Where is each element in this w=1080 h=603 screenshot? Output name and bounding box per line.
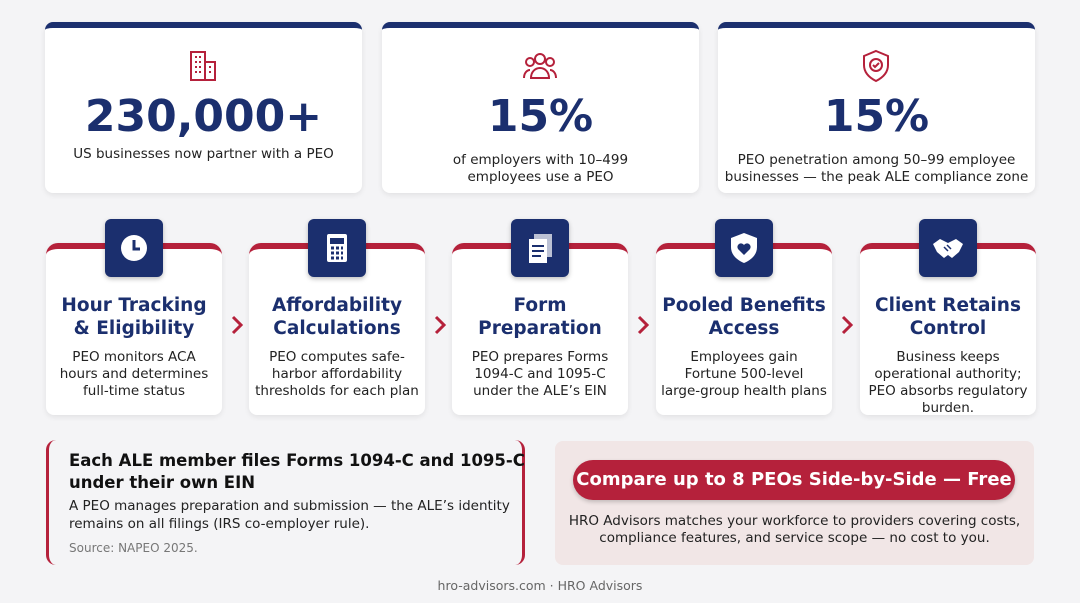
stat-icon bbox=[190, 51, 216, 81]
step-card: Hour Tracking & Eligibility PEO monitors A… bbox=[46, 243, 222, 415]
step-text: full-time status bbox=[83, 383, 185, 399]
cta-text: compliance features, and service scope —… bbox=[599, 530, 990, 546]
step-text: large-group health plans bbox=[661, 383, 827, 399]
step-icon bbox=[121, 235, 147, 261]
stat-text: employees use a PEO bbox=[467, 169, 614, 185]
step-text: PEO computes safe- bbox=[269, 349, 405, 365]
step-text: operational authority; bbox=[874, 366, 1022, 382]
note-title: under their own EIN bbox=[69, 473, 256, 492]
step-text: harbor affordability bbox=[271, 366, 403, 382]
chevron bbox=[838, 314, 856, 336]
stat-icon bbox=[863, 49, 889, 83]
step-title: Hour Tracking bbox=[61, 295, 207, 316]
step-icon bbox=[327, 234, 347, 262]
step-icon-box bbox=[919, 219, 977, 277]
step-text: PEO absorbs regulatory bbox=[868, 383, 1028, 399]
step-icon bbox=[731, 233, 757, 263]
step-title: & Eligibility bbox=[73, 318, 195, 339]
step-text: hours and determines bbox=[59, 366, 209, 382]
step-title: Form bbox=[513, 295, 567, 316]
step-text: Fortune 500-level bbox=[684, 366, 804, 382]
step-icon-box bbox=[308, 219, 366, 277]
stat-icon bbox=[523, 53, 557, 79]
stat-card: 15% of employers with 10–499 employees use… bbox=[382, 22, 699, 193]
step-icon-box bbox=[105, 219, 163, 277]
step-icon bbox=[529, 234, 552, 263]
stat-value: 15% bbox=[823, 91, 930, 142]
chevron bbox=[634, 314, 652, 336]
footer: hro-advisors.com · HRO Advisors bbox=[437, 578, 643, 593]
step-title: Control bbox=[909, 318, 987, 339]
stat-text: businesses — the peak ALE compliance zon… bbox=[724, 169, 1029, 185]
step-text: Employees gain bbox=[690, 349, 798, 365]
step-text: Business keeps bbox=[896, 349, 1000, 365]
note-title: Each ALE member files Forms 1094-C and 1… bbox=[69, 451, 525, 470]
cta-panel: Compare up to 8 PEOs Side-by-Side — Free… bbox=[555, 441, 1034, 565]
stat-card: 230,000+ US businesses now partner with a… bbox=[45, 22, 362, 193]
chevron bbox=[431, 314, 449, 336]
stat-value: 230,000+ bbox=[84, 91, 323, 142]
step-title: Affordability bbox=[271, 295, 403, 316]
stat-text: US businesses now partner with a PEO bbox=[73, 146, 334, 162]
step-text: burden. bbox=[921, 400, 975, 416]
chevron bbox=[228, 314, 246, 336]
step-text: PEO monitors ACA bbox=[72, 349, 196, 365]
note-text: A PEO manages preparation and submission… bbox=[69, 498, 510, 514]
step-text: PEO prepares Forms bbox=[471, 349, 609, 365]
step-title: Client Retains bbox=[875, 295, 1021, 316]
step-text: thresholds for each plan bbox=[255, 383, 419, 399]
note-text: remains on all filings (IRS co-employer … bbox=[69, 516, 370, 532]
step-text: under the ALE’s EIN bbox=[473, 383, 607, 399]
step-icon-box bbox=[511, 219, 569, 277]
stat-text: PEO penetration among 50–99 employee bbox=[737, 152, 1016, 168]
stat-value: 15% bbox=[487, 91, 594, 142]
note-box: Each ALE member files Forms 1094-C and 1… bbox=[46, 440, 525, 565]
stat-card: 15% PEO penetration among 50–99 employee b… bbox=[718, 22, 1035, 193]
note-source: Source: NAPEO 2025. bbox=[69, 541, 198, 555]
step-title: Preparation bbox=[478, 318, 602, 339]
step-title: Access bbox=[708, 318, 780, 339]
step-icon-box bbox=[715, 219, 773, 277]
step-title: Pooled Benefits bbox=[662, 295, 826, 316]
step-card: Affordability Calculations PEO computes sa… bbox=[249, 243, 425, 415]
cta-button[interactable]: Compare up to 8 PEOs Side-by-Side — Free bbox=[573, 460, 1015, 500]
step-text: 1094-C and 1095-C bbox=[474, 366, 606, 382]
stat-text: of employers with 10–499 bbox=[452, 152, 629, 168]
step-icon bbox=[933, 239, 963, 258]
step-title: Calculations bbox=[273, 318, 401, 339]
cta-text: HRO Advisors matches your workforce to p… bbox=[568, 513, 1021, 529]
